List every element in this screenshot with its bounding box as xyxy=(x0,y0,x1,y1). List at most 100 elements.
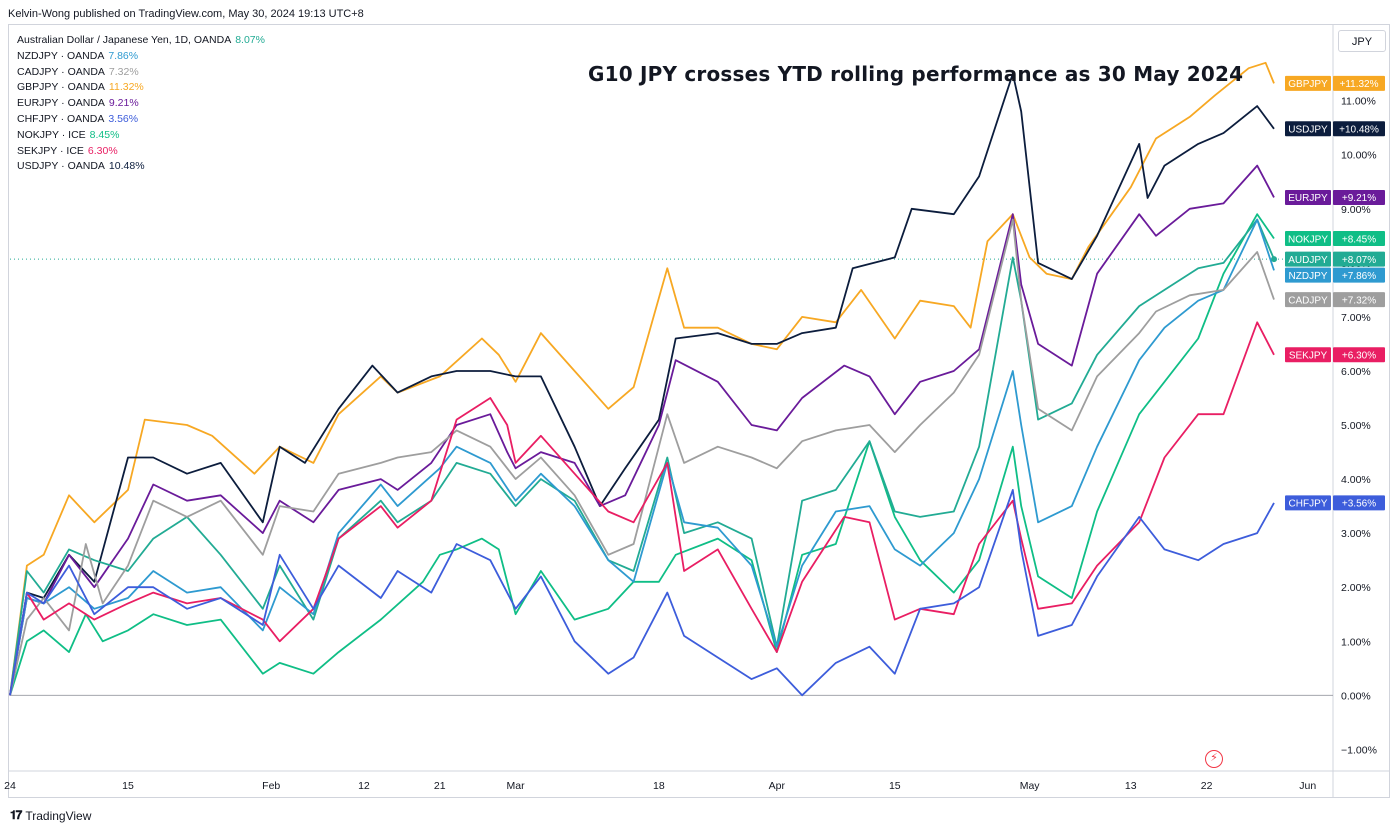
series-value-tag xyxy=(1333,267,1385,283)
series-value-label: +6.30% xyxy=(1342,351,1376,362)
series-name-label: SEKJPY xyxy=(1289,351,1328,362)
series-value-tag xyxy=(1333,121,1385,137)
x-tick-label: 15 xyxy=(122,780,134,792)
chart-frame xyxy=(8,24,1390,798)
chart-title: G10 JPY crosses YTD rolling performance … xyxy=(588,62,1244,86)
y-tick-label: 10.00% xyxy=(1341,150,1377,162)
x-tick-label: Apr xyxy=(769,780,786,792)
series-line-usdjpy xyxy=(9,72,1275,696)
flash-icon[interactable]: ⚡ xyxy=(1205,750,1223,768)
y-tick-label: 3.00% xyxy=(1341,528,1371,540)
legend-value: 7.32% xyxy=(108,65,139,78)
series-value-tag xyxy=(1333,231,1385,247)
x-tick-label: 21 xyxy=(434,780,446,792)
y-tick-label: 2.00% xyxy=(1341,582,1371,594)
legend-label: GBPJPY · OANDA xyxy=(17,81,105,94)
series-line-nokjpy xyxy=(9,213,1275,696)
legend-label: SEKJPY · ICE xyxy=(17,144,84,157)
series-value-label: +8.45% xyxy=(1342,234,1376,245)
series-name-tag xyxy=(1285,189,1331,205)
x-tick-label: Jun xyxy=(1299,780,1316,792)
series-value-tag xyxy=(1333,75,1385,91)
series-value-tag xyxy=(1333,189,1385,205)
y-tick-label: 4.00% xyxy=(1341,474,1371,486)
series-name-tag xyxy=(1285,231,1331,247)
legend-value: 6.30% xyxy=(87,144,118,157)
series-value-tag xyxy=(1333,292,1385,308)
legend-value: 10.48% xyxy=(108,160,145,173)
legend-item[interactable]: USDJPY · OANDA 10.48% xyxy=(17,159,265,175)
legend-value: 3.56% xyxy=(108,112,139,125)
series-name-tag xyxy=(1285,267,1331,283)
legend-label: EURJPY · OANDA xyxy=(17,97,105,110)
legend-value: 8.07% xyxy=(235,34,265,46)
legend-item[interactable]: NOKJPY · ICE 8.45% xyxy=(17,128,265,144)
series-name-tag xyxy=(1285,347,1331,363)
series-name-label: USDJPY xyxy=(1288,125,1328,136)
series-name-label: GBPJPY xyxy=(1288,79,1328,90)
x-tick-label: Feb xyxy=(262,780,280,792)
series-line-chfjpy xyxy=(9,489,1275,697)
series-name-tag xyxy=(1285,292,1331,308)
series-name-tag xyxy=(1285,495,1331,511)
series-value-label: +10.48% xyxy=(1339,125,1379,136)
series-name-label: CHFJPY xyxy=(1289,499,1328,510)
tradingview-brand[interactable]: 𝟏𝟕 TradingView xyxy=(10,808,91,823)
y-tick-label: 7.00% xyxy=(1341,312,1371,324)
legend-label: USDJPY · OANDA xyxy=(17,160,105,173)
series-name-label: NZDJPY xyxy=(1289,271,1328,282)
series-end-point xyxy=(1271,256,1278,263)
x-tick-label: May xyxy=(1020,780,1041,792)
x-tick-label: 22 xyxy=(1201,780,1213,792)
legend-item[interactable]: NZDJPY · OANDA 7.86% xyxy=(17,49,265,65)
series-line-cadjpy xyxy=(9,218,1275,696)
series-name-label: AUDJPY xyxy=(1288,255,1328,266)
series-name-label: EURJPY xyxy=(1288,193,1328,204)
x-tick-label: 15 xyxy=(889,780,901,792)
series-value-label: +9.21% xyxy=(1342,193,1376,204)
legend-value: 8.45% xyxy=(89,128,120,141)
series-line-audjpy xyxy=(9,218,1275,696)
legend-label: NOKJPY · ICE xyxy=(17,128,86,141)
legend-item[interactable]: CADJPY · OANDA 7.32% xyxy=(17,65,265,81)
legend-value: 7.86% xyxy=(108,49,139,62)
legend-item[interactable]: Australian Dollar / Japanese Yen, 1D, OA… xyxy=(17,33,265,49)
tradingview-logo-icon: 𝟏𝟕 xyxy=(10,808,22,822)
brand-name: TradingView xyxy=(25,808,92,823)
series-line-nzdjpy xyxy=(9,218,1275,696)
publisher-attribution: Kelvin-Wong published on TradingView.com… xyxy=(8,8,364,20)
series-name-tag xyxy=(1285,121,1331,137)
series-name-tag xyxy=(1285,251,1331,267)
series-value-tag xyxy=(1333,347,1385,363)
legend-item[interactable]: SEKJPY · ICE 6.30% xyxy=(17,144,265,160)
series-name-label: NOKJPY xyxy=(1288,234,1328,245)
legend-item[interactable]: GBPJPY · OANDA 11.32% xyxy=(17,80,265,96)
series-line-eurjpy xyxy=(9,164,1275,696)
y-tick-label: 0.00% xyxy=(1341,690,1371,702)
x-tick-label: Mar xyxy=(507,780,526,792)
series-value-label: +3.56% xyxy=(1342,499,1376,510)
y-tick-label: 5.00% xyxy=(1341,420,1371,432)
legend-label: Australian Dollar / Japanese Yen, 1D, OA… xyxy=(17,34,232,46)
y-tick-label: −1.00% xyxy=(1341,744,1377,756)
x-tick-label: 12 xyxy=(358,780,370,792)
legend-value: 11.32% xyxy=(108,81,144,94)
y-tick-label: 6.00% xyxy=(1341,366,1371,378)
series-name-label: CADJPY xyxy=(1288,295,1328,306)
x-tick-label: 13 xyxy=(1125,780,1137,792)
series-value-tag xyxy=(1333,251,1385,267)
series-value-label: +7.86% xyxy=(1342,271,1376,282)
series-value-label: +11.32% xyxy=(1339,79,1378,90)
y-tick-label: 9.00% xyxy=(1341,204,1371,216)
legend-label: NZDJPY · OANDA xyxy=(17,49,105,62)
legend-item[interactable]: EURJPY · OANDA 9.21% xyxy=(17,96,265,112)
series-value-tag xyxy=(1333,495,1385,511)
legend-item[interactable]: CHFJPY · OANDA 3.56% xyxy=(17,112,265,128)
currency-unit-button[interactable]: JPY xyxy=(1338,30,1386,52)
y-tick-label: 1.00% xyxy=(1341,636,1371,648)
series-value-label: +8.07% xyxy=(1342,255,1376,266)
x-tick-label: 24 xyxy=(4,780,16,792)
legend-value: 9.21% xyxy=(108,97,139,110)
legend-label: CADJPY · OANDA xyxy=(17,65,105,78)
